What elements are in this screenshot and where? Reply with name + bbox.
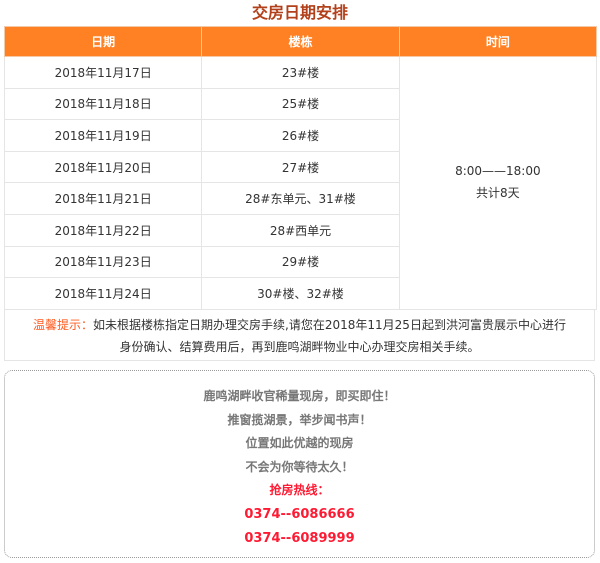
promo-box: 鹿鸣湖畔收官稀量现房，即买即住！ 推窗揽湖景，举步闻书声！ 位置如此优越的现房 …: [4, 370, 595, 558]
table-row: 2018年11月20日 27#楼: [3, 150, 597, 184]
note-line2: 身份确认、结算费用后，再到鹿鸣湖畔物业中心办理交房相关手续。: [119, 340, 480, 354]
promo-line: 不会为你等待太久！: [245, 459, 354, 474]
date-cell: 2018年11月23日: [3, 245, 203, 279]
reminder-note: 温馨提示：如未根据楼栋指定日期办理交房手续,请您在2018年11月25日起到洪河…: [4, 309, 595, 361]
date-cell: 2018年11月20日: [3, 150, 203, 184]
building-cell: 27#楼: [201, 150, 400, 184]
header-date: 日期: [3, 26, 203, 57]
note-line1: 如未根据楼栋指定日期办理交房手续,请您在2018年11月25日起到洪河富贵展示中…: [93, 318, 566, 332]
building-cell: 28#东单元、31#楼: [201, 182, 400, 215]
header-building: 楼栋: [201, 26, 400, 57]
promo-line: 鹿鸣湖畔收官稀量现房，即买即住！: [203, 389, 396, 403]
note-label: 温馨提示：: [33, 318, 94, 332]
building-cell: 29#楼: [201, 245, 400, 279]
time-cell: 8:00——18:00 共计8天: [398, 56, 598, 310]
date-cell: 2018年11月24日: [3, 277, 203, 310]
phone-number: 0374--6089999: [244, 530, 355, 546]
building-cell: 25#楼: [201, 87, 400, 121]
building-cell: 28#西单元: [201, 213, 400, 247]
table-row: 2018年11月24日 30#楼、32#楼: [3, 277, 597, 310]
table-row: 2018年11月19日 26#楼: [3, 119, 597, 152]
table-row: 2018年11月23日 29#楼: [3, 245, 597, 279]
table-row: 2018年11月21日 28#东单元、31#楼: [3, 182, 597, 215]
phone-number: 0374--6086666: [244, 506, 355, 522]
table-row: 2018年11月22日 28#西单元: [3, 213, 597, 247]
table-row: 2018年11月17日 23#楼 8:00——18:00 共计8天: [3, 56, 598, 310]
date-cell: 2018年11月19日: [3, 119, 203, 152]
promo-line: 位置如此优越的现房: [245, 436, 354, 451]
promo-line: 推窗揽湖景，举步闻书声！: [227, 412, 372, 427]
date-cell: 2018年11月21日: [3, 182, 203, 215]
date-cell: 2018年11月18日: [3, 87, 203, 121]
building-cell: 30#楼、32#楼: [201, 277, 400, 310]
table-row: 2018年11月18日 25#楼: [3, 87, 597, 121]
schedule-table: 日期 楼栋 时间 2018年11月17日 23#楼 8:00——18:00 共计8天 2…: [3, 26, 598, 310]
building-cell: 23#楼: [201, 56, 400, 89]
date-cell: 2018年11月22日: [3, 213, 203, 247]
building-cell: 26#楼: [201, 119, 400, 152]
date-cell: 2018年11月17日: [3, 56, 203, 89]
time-hours: 8:00——18:00: [455, 164, 541, 179]
time-total: 共计8天: [476, 186, 520, 201]
header-time: 时间: [398, 26, 598, 57]
hotline-label: 抢房热线：: [269, 483, 330, 498]
page-title: 交房日期安排: [251, 3, 348, 22]
